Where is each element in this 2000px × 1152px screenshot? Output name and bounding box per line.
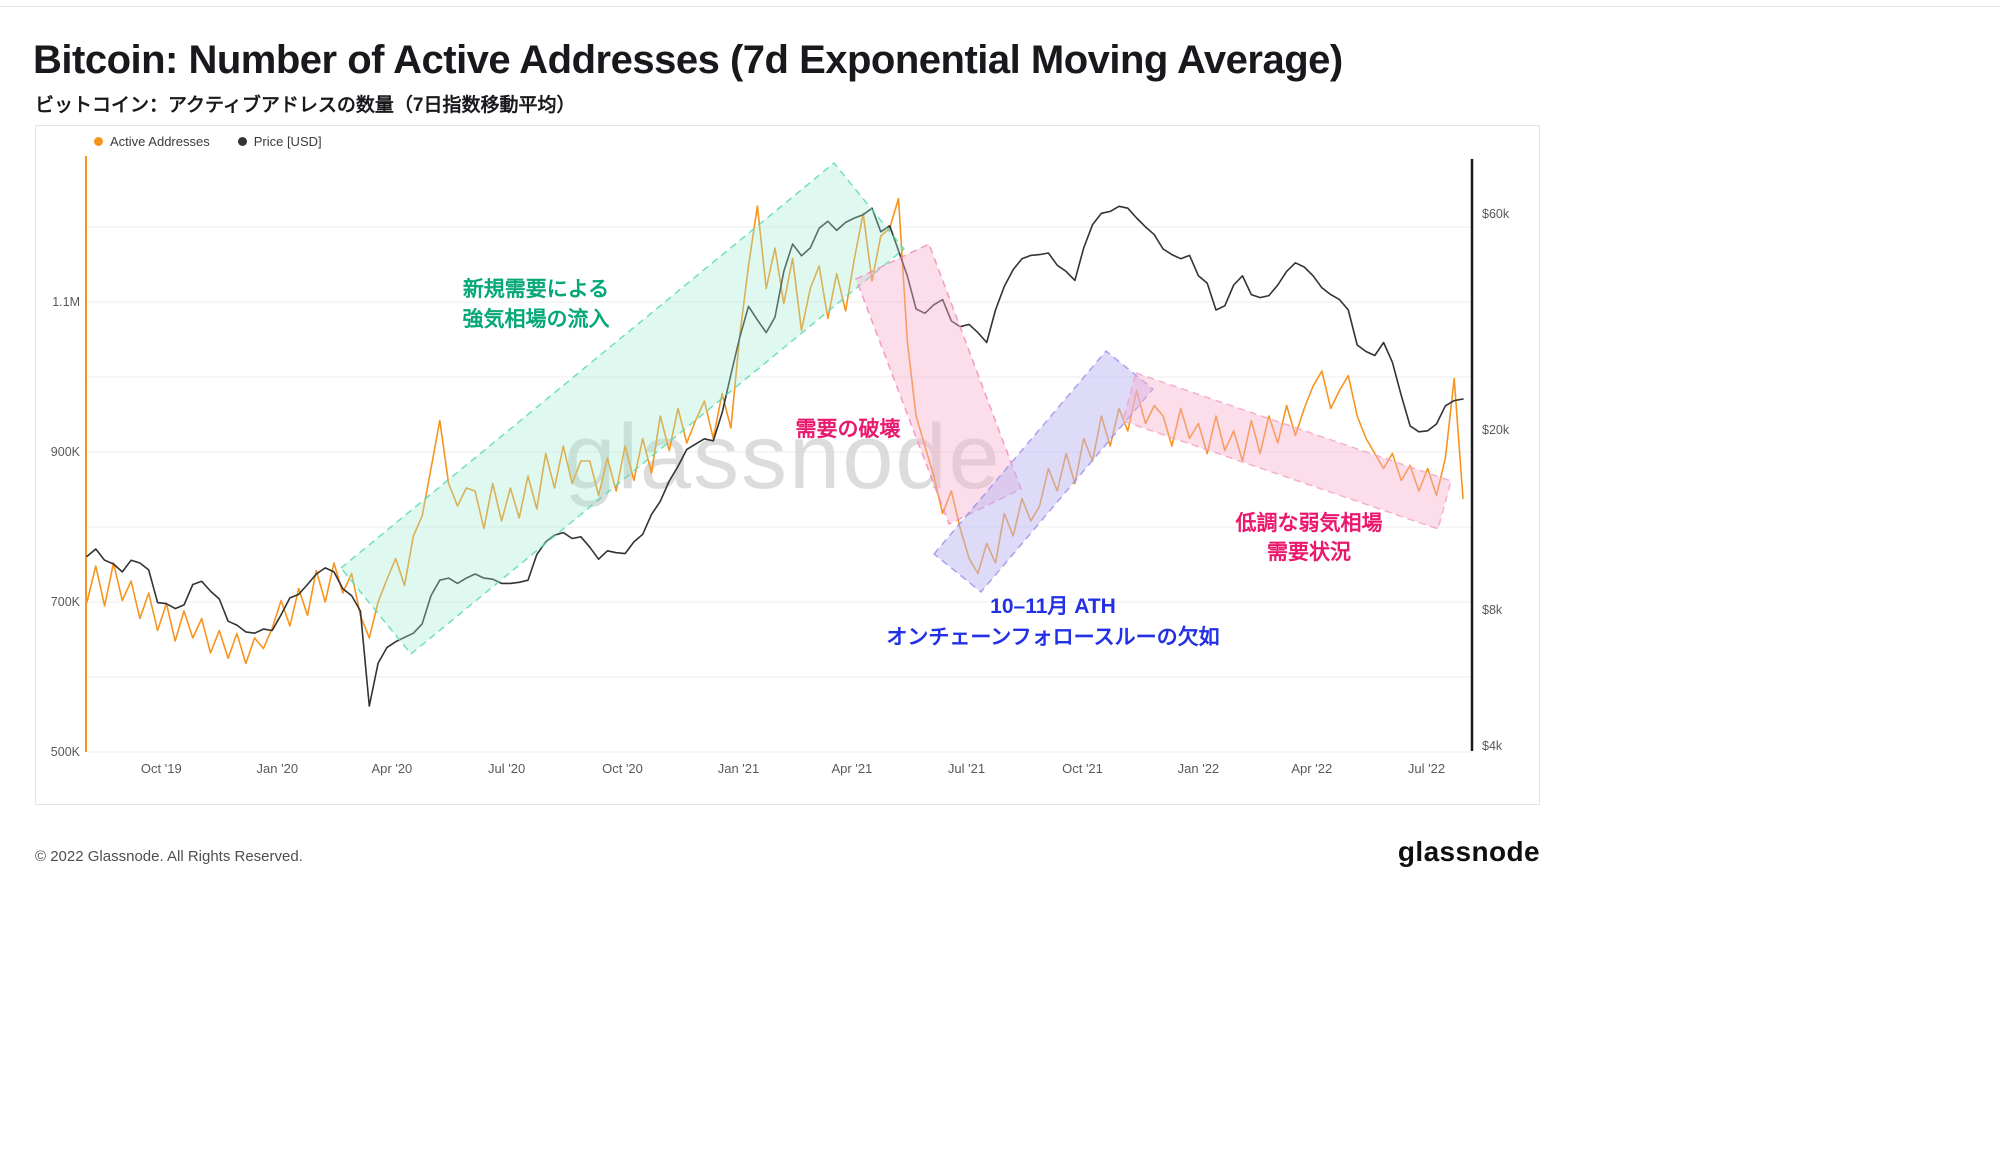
right-axis-tick: $4k [1482, 739, 1503, 753]
ath-no-followthrough-label: オンチェーンフォロースルーの欠如 [886, 625, 1219, 649]
glassnode-watermark: glassnode [564, 406, 1001, 508]
x-axis-tick: Oct '19 [141, 761, 182, 776]
right-axis-tick: $8k [1482, 603, 1503, 617]
copyright-text: © 2022 Glassnode. All Rights Reserved. [35, 848, 303, 865]
page-subtitle-japanese: ビットコイン：アクティブアドレスの数量（7日指数移動平均） [35, 95, 576, 116]
chart-card: Active Addresses Price [USD] glassnode 新規… [35, 125, 1540, 805]
x-axis-tick: Jan '22 [1178, 761, 1220, 776]
right-axis-tick: $20k [1482, 423, 1510, 437]
bull-inflow-label: 新規需要による [463, 277, 609, 301]
glassnode-logo: glassnode [1397, 836, 1540, 867]
bear-demand-label: 需要状況 [1267, 540, 1351, 564]
chart-legend: Active Addresses Price [USD] [94, 134, 322, 149]
left-axis-tick: 900K [51, 445, 81, 459]
x-axis-tick: Apr '20 [372, 761, 413, 776]
demand-destruction-label: 需要の破壊 [796, 418, 901, 441]
price-usd--line [86, 205, 1464, 707]
x-axis-tick: Oct '20 [602, 761, 643, 776]
bear-demand-band [1122, 372, 1452, 530]
x-axis-tick: Jul '21 [948, 761, 985, 776]
x-axis-tick: Apr '22 [1291, 761, 1332, 776]
bear-demand-label: 低調な弱気相場 [1235, 511, 1383, 535]
page-title: Bitcoin: Number of Active Addresses (7d … [33, 38, 1343, 82]
x-axis-tick: Oct '21 [1062, 761, 1103, 776]
active-addresses-swatch-icon [94, 137, 103, 146]
top-divider [0, 6, 2000, 7]
x-axis-tick: Jul '20 [488, 761, 525, 776]
ath-no-followthrough-label: 10–11月 ATH [990, 595, 1116, 618]
bull-inflow-band [339, 161, 906, 656]
x-axis-tick: Jan '20 [257, 761, 299, 776]
active-addresses-line [86, 197, 1464, 665]
x-axis-tick: Jan '21 [718, 761, 760, 776]
left-axis-tick: 700K [51, 595, 81, 609]
legend-item-active-addresses[interactable]: Active Addresses [94, 134, 210, 149]
x-axis-tick: Apr '21 [832, 761, 873, 776]
left-axis-tick: 500K [51, 745, 81, 759]
legend-label-price-usd: Price [USD] [253, 134, 322, 149]
price-swatch-icon [237, 137, 247, 146]
legend-label-active-addresses: Active Addresses [110, 134, 210, 149]
right-axis-tick: $60k [1482, 207, 1510, 221]
legend-item-price-usd[interactable]: Price [USD] [237, 134, 322, 149]
ath-no-followthrough-band [932, 349, 1155, 594]
bull-inflow-label: 強気相場の流入 [463, 307, 610, 331]
left-axis-tick: 1.1M [52, 295, 80, 309]
x-axis-tick: Jul '22 [1408, 761, 1445, 776]
